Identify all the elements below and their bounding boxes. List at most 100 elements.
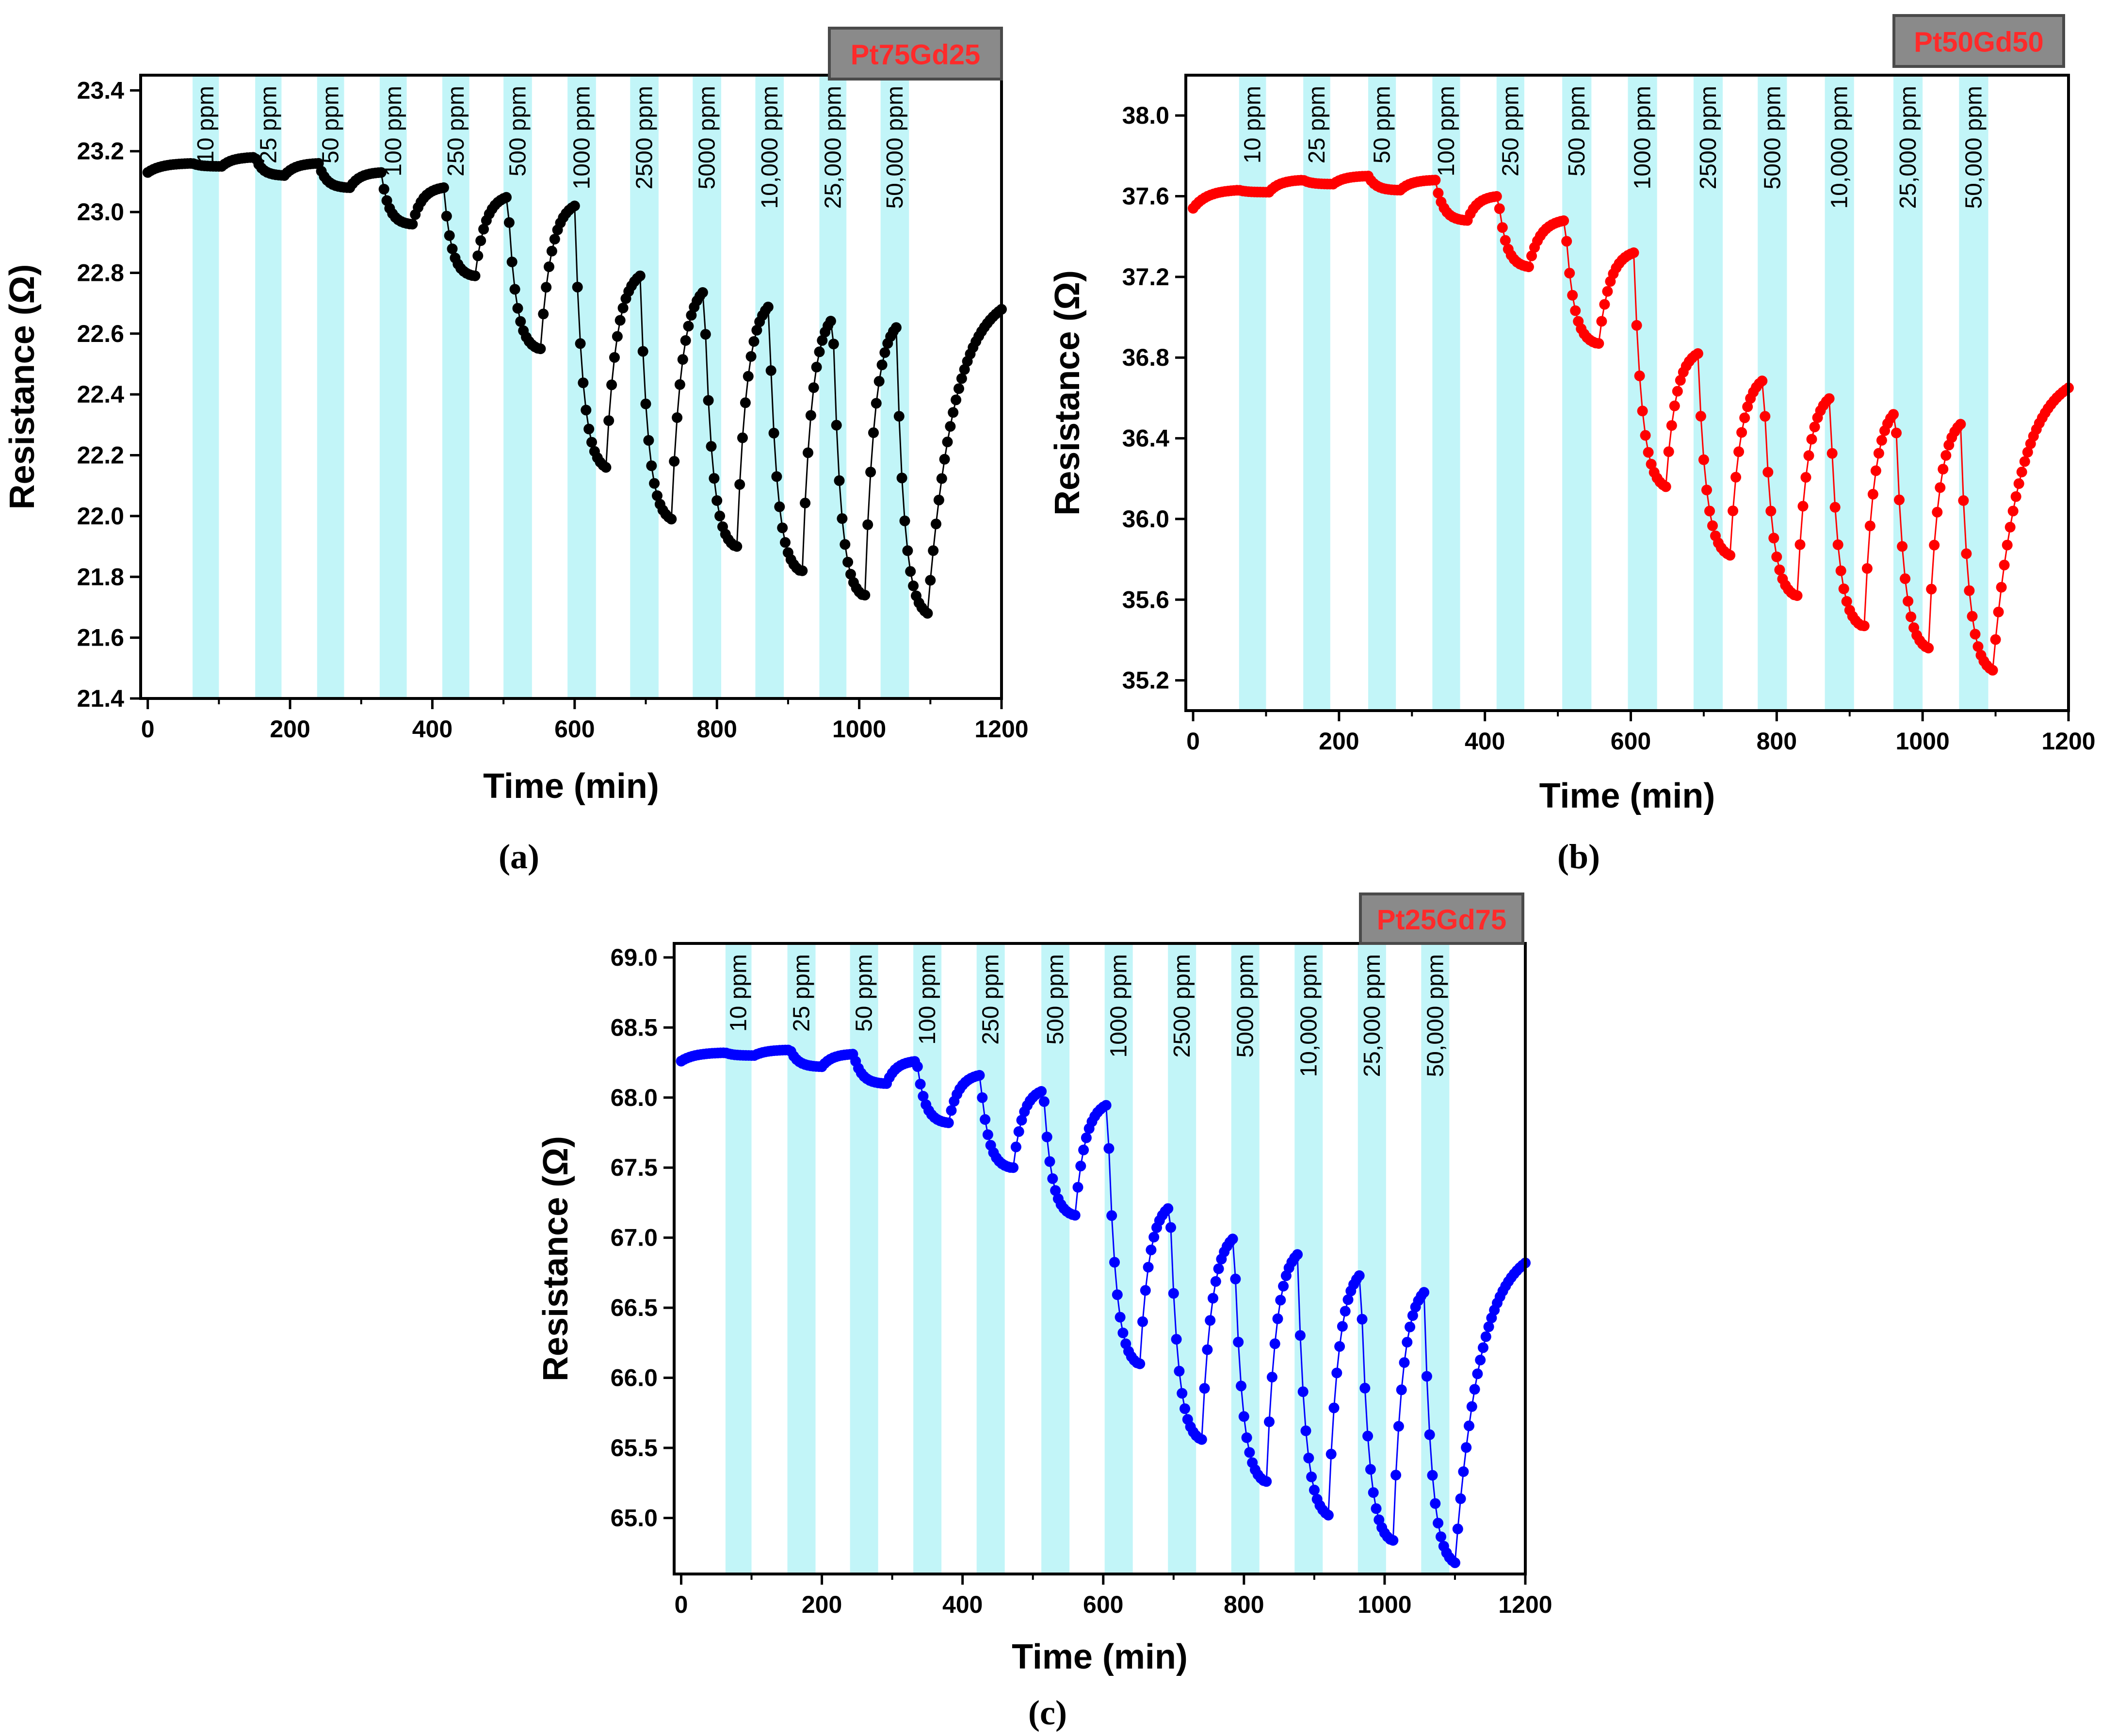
data-point	[1427, 1470, 1438, 1481]
data-point	[1424, 1429, 1435, 1440]
data-point	[737, 432, 748, 443]
data-point	[902, 545, 913, 556]
data-point	[438, 182, 449, 193]
exposure-band	[1421, 943, 1450, 1574]
data-point	[939, 454, 950, 465]
data-point	[1396, 1384, 1407, 1395]
data-point	[1867, 488, 1878, 500]
data-point	[890, 322, 902, 333]
data-point	[1272, 1313, 1283, 1324]
data-point	[609, 352, 620, 363]
data-point	[1236, 1380, 1246, 1392]
x-tick-label: 600	[1611, 728, 1651, 755]
data-point	[1117, 1328, 1129, 1338]
data-point	[859, 589, 871, 600]
data-point	[1238, 1411, 1249, 1422]
data-point	[1405, 1321, 1416, 1332]
data-point	[634, 270, 646, 281]
y-tick-label: 37.6	[1122, 183, 1169, 210]
data-point	[1323, 1509, 1334, 1521]
data-point	[959, 364, 970, 375]
data-point	[1640, 430, 1651, 441]
x-tick-label: 0	[675, 1591, 688, 1618]
data-point	[831, 420, 842, 431]
concentration-label: 1000 ppm	[1630, 86, 1656, 190]
exposure-band	[1628, 75, 1657, 711]
data-point	[1835, 565, 1846, 576]
data-point	[1599, 299, 1610, 310]
data-point	[918, 1091, 929, 1102]
data-point	[1894, 494, 1905, 505]
data-point	[2022, 447, 2033, 458]
data-point	[1987, 665, 1998, 676]
data-point	[873, 376, 885, 387]
y-tick-label: 69.0	[611, 944, 658, 971]
data-point	[1264, 1416, 1275, 1428]
data-point	[837, 513, 848, 524]
data-point	[1826, 448, 1838, 459]
data-point	[811, 361, 822, 373]
concentration-label: 100 ppm	[915, 954, 940, 1045]
data-point	[1261, 1476, 1272, 1487]
data-point	[1891, 427, 1902, 438]
concentration-label: 250 ppm	[978, 954, 1004, 1045]
data-point	[805, 410, 816, 421]
exposure-band	[1562, 75, 1592, 711]
data-point	[1666, 420, 1677, 431]
exposure-bands	[725, 943, 1450, 1574]
y-tick-label: 35.2	[1122, 667, 1169, 694]
y-tick-label: 66.0	[611, 1364, 658, 1392]
concentration-label: 25 ppm	[256, 86, 281, 163]
data-point	[1269, 1338, 1280, 1349]
data-point	[640, 398, 651, 409]
concentration-label: 10,000 ppm	[757, 86, 783, 209]
data-point	[538, 308, 549, 320]
data-point	[731, 541, 743, 552]
series-markers	[142, 152, 1007, 619]
x-tick-label: 600	[554, 715, 595, 743]
data-point	[743, 371, 754, 382]
data-point	[506, 257, 517, 267]
data-point	[1996, 582, 2007, 593]
panel-caption: (b)	[1557, 837, 1600, 876]
data-point	[709, 473, 720, 484]
data-point	[2004, 521, 2016, 533]
data-point	[1564, 268, 1575, 279]
sample-tag-label: Pt75Gd25	[851, 39, 981, 71]
data-point	[1675, 375, 1686, 386]
data-point	[643, 435, 654, 446]
data-point	[1663, 446, 1674, 457]
data-point	[1935, 482, 1946, 493]
data-point	[1876, 435, 1887, 446]
x-axis: 0 200 400 600 800 1000 1200	[1186, 711, 2096, 755]
data-point	[1733, 446, 1745, 457]
exposure-band	[976, 943, 1005, 1574]
data-point	[814, 346, 825, 357]
data-point	[646, 460, 657, 471]
data-point	[1137, 1316, 1148, 1327]
data-point	[974, 1070, 985, 1081]
data-point	[1762, 467, 1774, 478]
data-point	[1399, 1357, 1410, 1368]
data-point	[1354, 1270, 1365, 1281]
data-point	[652, 490, 663, 501]
exposure-band	[693, 75, 722, 698]
data-point	[1669, 400, 1680, 411]
exposure-band	[850, 943, 878, 1574]
exposure-band	[880, 75, 909, 698]
data-point	[2002, 539, 2013, 551]
data-point	[649, 478, 660, 489]
data-point	[1202, 1344, 1213, 1355]
data-point	[1967, 611, 1978, 622]
concentration-label: 5000 ppm	[1233, 954, 1259, 1058]
data-point	[606, 379, 617, 390]
data-point	[1768, 533, 1779, 544]
y-tick-label: 65.5	[611, 1434, 658, 1461]
x-tick-label: 400	[412, 715, 453, 743]
data-point	[1309, 1484, 1320, 1495]
data-point	[1725, 550, 1736, 561]
data-point	[1692, 348, 1703, 359]
data-point	[1897, 541, 1908, 552]
data-point	[1964, 585, 1975, 596]
